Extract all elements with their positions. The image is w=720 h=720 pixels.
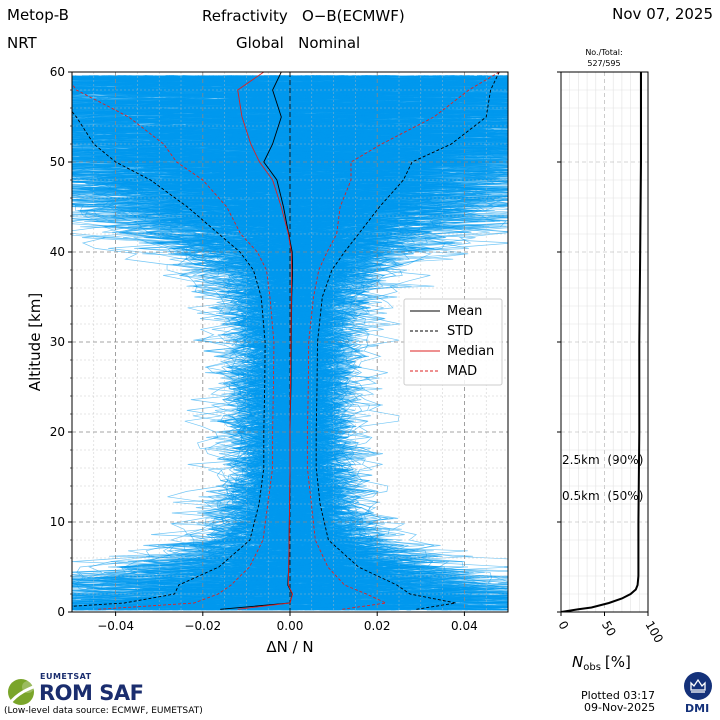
eumetsat-wordmark: EUMETSAT [40,672,92,681]
x-tick-label: 0.00 [277,619,304,633]
plotted-time: Plotted 03:17 [581,689,655,702]
profile-line [72,203,255,603]
y-tick-label: 40 [50,245,65,259]
romsaf-wordmark: ROM SAF [39,681,144,705]
satellite-label: Metop-B [7,6,69,24]
profile-line [72,75,499,611]
side-x-axis-label: Nobs [%] [572,653,631,673]
profile-line [337,214,508,611]
series-mad-plus [306,72,500,610]
legend-std-label: STD [447,324,473,339]
profile-line [97,75,508,611]
series-mad-minus [72,83,275,610]
series-median [237,72,294,610]
y-tick-label: 60 [50,65,65,79]
x-tick-label: 0.04 [451,619,478,633]
profile-line [72,234,256,585]
x-tick-label: −0.02 [184,619,221,633]
side-x-tick-label: 100 [642,619,666,646]
data-source-note: (Low-level data source: ECMWF, EUMETSAT) [4,706,203,716]
date-label: Nov 07, 2025 [612,5,713,23]
dmi-wordmark: DMI [685,702,710,715]
x-tick-label: −0.04 [97,619,134,633]
series-std-plus [315,72,500,610]
legend-mean-label: Mean [447,304,482,319]
chart-subtitle: Global Nominal [236,34,361,52]
profile-line [129,75,369,611]
y-axis-label: Altitude [km] [26,293,44,391]
y-tick-label: 20 [50,425,65,439]
profile-line [72,75,302,611]
annotation-90pct: 2.5km (90%) [562,453,643,467]
statistics-lines [72,72,500,610]
profile-line [179,75,508,611]
dmi-logo: DMI [682,671,714,717]
plotted-date: 09-Nov-2025 [584,701,656,714]
y-tick-label: 30 [50,335,65,349]
profile-line [72,75,406,611]
side-title-line1: No./Total: [585,48,622,57]
y-tick-label: 10 [50,515,65,529]
dmi-crown-icon [684,672,712,700]
side-title-line2: 527/595 [587,59,620,68]
nobs-line [561,72,642,612]
x-axis-label: ΔN / N [266,638,313,656]
profile-line [72,82,365,603]
side-x-tick-label: 0 [555,619,571,633]
profile-line [72,99,337,611]
leaf-logo-icon [8,679,39,705]
profile-line [72,90,267,596]
profile-line [296,79,508,611]
legend: Mean STD Median MAD [403,298,503,386]
individual-profiles [72,75,508,611]
legend-median-label: Median [447,344,494,359]
series-nobs [561,72,642,612]
side-x-tick-label: 50 [599,619,619,639]
profile-line [72,78,340,611]
main-axis-ticks: −0.04 −0.02 0.00 0.02 0.04 0 10 20 30 40 50 60 [50,65,478,633]
profile-line [72,75,299,608]
mode-label: NRT [7,34,37,52]
y-tick-label: 0 [57,605,65,619]
chart-title: Refractivity O−B(ECMWF) [202,7,405,25]
romsaf-logo: EUMETSAT ROM SAF [4,672,214,716]
side-axis-ticks: 0 50 100 [555,71,666,646]
profile-line [72,75,390,603]
x-tick-label: 0.02 [364,619,391,633]
legend-mad-label: MAD [447,364,477,379]
main-grid [71,71,509,613]
series-std-minus [72,110,266,607]
y-tick-label: 50 [50,155,65,169]
side-grid [560,71,649,613]
annotation-50pct: 0.5km (50%) [562,489,643,503]
